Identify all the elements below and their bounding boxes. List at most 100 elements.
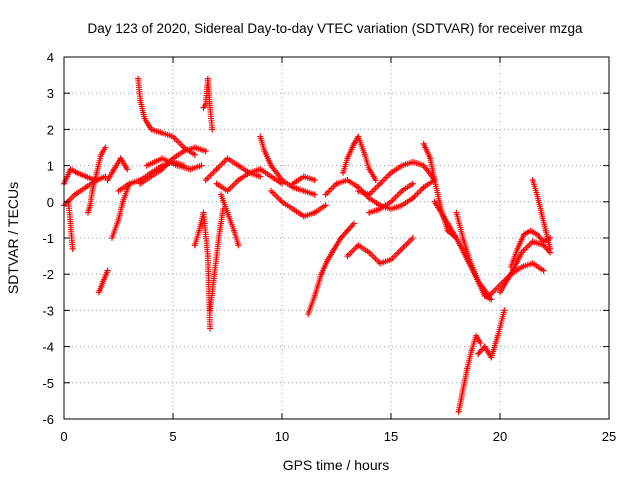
- y-tick-label: -5: [42, 376, 54, 391]
- y-tick-label: -6: [42, 412, 54, 427]
- data-point: [311, 209, 318, 216]
- data-point: [213, 180, 220, 187]
- series-markers: [420, 140, 460, 241]
- data-point: [289, 180, 296, 187]
- data-point: [361, 151, 368, 158]
- data-point: [322, 202, 329, 209]
- y-tick-label: -3: [42, 303, 54, 318]
- data-point: [540, 267, 547, 274]
- data-point: [311, 292, 318, 299]
- x-tick-label: 25: [602, 429, 616, 444]
- data-point: [388, 256, 394, 263]
- data-point: [331, 245, 338, 252]
- data-point: [215, 235, 222, 241]
- data-point: [207, 307, 214, 314]
- data-point: [159, 166, 166, 173]
- data-point: [100, 278, 107, 285]
- series-arc-25: [355, 158, 438, 198]
- x-tick-label: 15: [384, 429, 398, 444]
- data-point: [159, 155, 166, 162]
- data-point: [488, 354, 495, 361]
- data-point: [529, 260, 536, 267]
- y-tick-label: 3: [47, 86, 54, 101]
- data-point: [459, 235, 466, 241]
- series-arc-19: [268, 187, 329, 220]
- data-point: [534, 191, 541, 198]
- series-arc-26: [366, 180, 416, 216]
- data-point: [148, 173, 155, 180]
- data-point: [518, 263, 525, 270]
- data-point: [117, 155, 124, 162]
- x-tick-label: 10: [275, 429, 289, 444]
- y-tick-label: 4: [47, 50, 54, 65]
- data-point: [202, 148, 209, 155]
- data-point: [257, 173, 264, 180]
- series-arc-29: [453, 209, 495, 303]
- data-point: [427, 155, 434, 162]
- data-point: [207, 325, 214, 332]
- data-point: [191, 242, 198, 249]
- data-point: [442, 216, 449, 223]
- data-point: [235, 177, 242, 184]
- data-point: [475, 350, 482, 357]
- data-point: [534, 231, 541, 238]
- data-point: [209, 126, 216, 133]
- data-point: [102, 144, 109, 151]
- data-point: [170, 133, 176, 140]
- series-arc-30: [455, 332, 484, 415]
- data-point: [159, 130, 166, 137]
- data-point: [224, 155, 231, 162]
- y-tick-label: 1: [47, 159, 54, 174]
- data-point: [344, 227, 351, 234]
- series-arc-4: [84, 144, 109, 216]
- data-point: [137, 97, 144, 104]
- data-point: [409, 158, 416, 165]
- data-point: [453, 235, 460, 241]
- data-point: [231, 227, 238, 234]
- data-point: [279, 177, 285, 184]
- data-point: [398, 162, 405, 169]
- data-point: [198, 162, 205, 169]
- data-point: [268, 187, 275, 194]
- series-markers: [453, 209, 495, 303]
- data-point: [67, 166, 74, 173]
- series-arc-3: [65, 198, 76, 252]
- data-point: [520, 231, 527, 238]
- data-point: [217, 191, 224, 198]
- data-point: [420, 162, 427, 169]
- series-markers: [475, 307, 508, 361]
- data-point: [481, 343, 488, 350]
- data-point: [344, 177, 351, 184]
- data-point: [518, 249, 525, 256]
- data-point: [459, 387, 466, 394]
- x-axis-label: GPS time / hours: [283, 457, 390, 473]
- data-point: [268, 162, 275, 169]
- data-point: [82, 173, 89, 180]
- data-point: [494, 332, 501, 339]
- y-tick-label: 2: [47, 122, 54, 137]
- data-point: [366, 249, 373, 256]
- data-point: [529, 177, 536, 184]
- x-tick-label: 5: [169, 429, 176, 444]
- data-point: [340, 169, 347, 176]
- data-point: [355, 133, 362, 140]
- x-tick-label: 20: [493, 429, 507, 444]
- data-point: [115, 187, 122, 194]
- grid-lines: [64, 57, 609, 419]
- data-point: [257, 166, 264, 173]
- y-tick-label: 0: [47, 195, 54, 210]
- data-point: [355, 187, 362, 194]
- series-markers: [455, 332, 484, 415]
- series-markers: [202, 155, 264, 184]
- series-arc-7: [104, 155, 131, 184]
- data-point: [104, 267, 111, 274]
- data-point: [104, 177, 111, 184]
- data-point: [268, 173, 275, 180]
- data-point: [207, 104, 214, 111]
- data-point: [529, 238, 536, 245]
- data-point: [350, 140, 357, 147]
- data-point: [200, 104, 207, 111]
- data-point: [486, 292, 493, 299]
- data-point: [202, 101, 209, 108]
- series-arc-15: [202, 155, 264, 184]
